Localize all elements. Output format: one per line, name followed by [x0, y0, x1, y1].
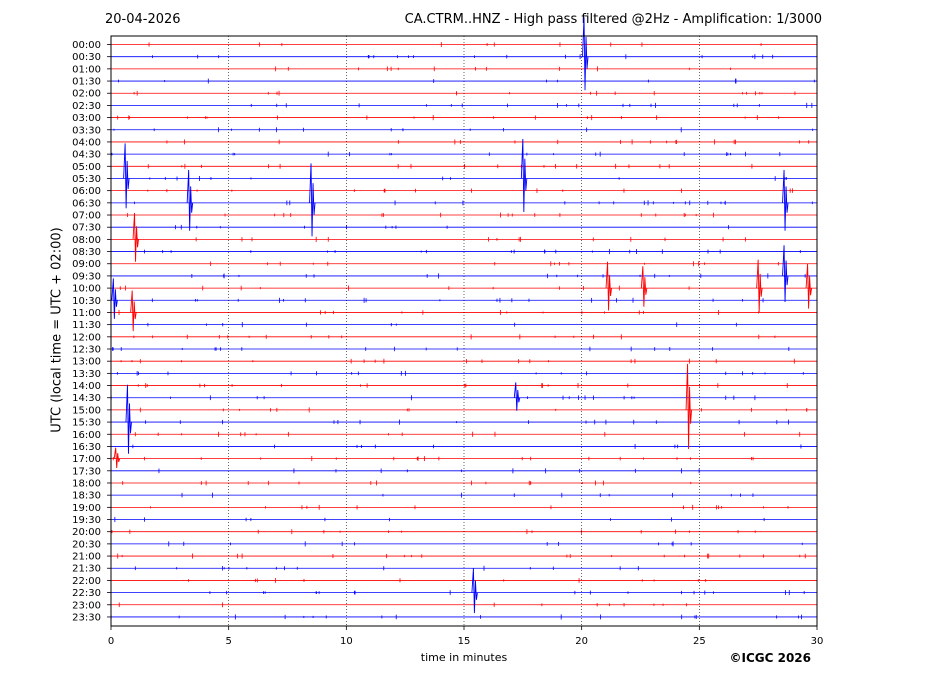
y-tick-label: 04:30 — [72, 150, 101, 161]
y-tick-label: 05:00 — [72, 162, 101, 173]
y-tick-label: 06:00 — [72, 186, 101, 197]
event-spike — [111, 278, 118, 319]
y-tick-label: 20:00 — [72, 527, 101, 538]
y-tick-label: 16:30 — [72, 442, 101, 453]
event-spike — [582, 17, 589, 91]
x-tick-label: 30 — [811, 636, 824, 647]
chart-date: 20-04-2026 — [105, 12, 181, 27]
x-tick-label: 15 — [458, 636, 471, 647]
y-tick-label: 14:00 — [72, 381, 101, 392]
y-tick-label: 12:30 — [72, 345, 101, 356]
y-tick-label: 00:00 — [72, 40, 101, 51]
x-tick-label: 10 — [340, 636, 353, 647]
y-tick-label: 19:00 — [72, 503, 101, 514]
y-tick-label: 04:00 — [72, 137, 101, 148]
y-tick-label: 11:30 — [72, 320, 101, 331]
event-spike — [756, 259, 763, 313]
x-axis-label: time in minutes — [420, 651, 508, 664]
vertical-grid — [228, 36, 700, 626]
event-spike — [186, 169, 194, 231]
y-tick-label: 02:00 — [72, 89, 101, 100]
y-tick-label: 00:30 — [72, 52, 101, 63]
y-axis-label: UTC (local time = UTC + 02:00) — [49, 227, 65, 433]
event-spike — [309, 163, 316, 237]
y-tick-label: 10:00 — [72, 284, 101, 295]
x-tick-labels: 0 5 10 15 20 25 30 — [108, 626, 824, 647]
y-tick-label: 08:30 — [72, 247, 101, 258]
y-tick-label: 15:00 — [72, 405, 101, 416]
event-spike — [685, 363, 693, 450]
event-spike — [782, 169, 789, 231]
y-tick-label: 17:30 — [72, 466, 101, 477]
event-spike — [520, 138, 528, 213]
y-tick-label: 19:30 — [72, 515, 101, 526]
event-spike — [132, 213, 139, 262]
event-spike — [513, 382, 521, 411]
event-spike — [125, 384, 132, 454]
y-tick-label: 13:30 — [72, 369, 101, 380]
y-tick-label: 10:30 — [72, 296, 101, 307]
y-tick-label: 20:30 — [72, 539, 101, 550]
x-tick-label: 5 — [225, 636, 231, 647]
y-tick-label: 13:00 — [72, 357, 101, 368]
x-tick-label: 20 — [575, 636, 588, 647]
y-tick-label: 21:00 — [72, 552, 101, 563]
y-tick-label: 15:30 — [72, 418, 101, 429]
y-tick-label: 01:30 — [72, 77, 101, 88]
y-tick-label: 07:00 — [72, 211, 101, 222]
y-tick-label: 09:30 — [72, 271, 101, 282]
event-spike — [123, 143, 130, 209]
x-tick-label: 0 — [108, 636, 114, 647]
y-tick-label: 21:30 — [72, 564, 101, 575]
y-tick-label: 06:30 — [72, 198, 101, 209]
event-spike — [113, 447, 121, 468]
event-spike — [640, 266, 648, 307]
y-tick-label: 03:30 — [72, 125, 101, 136]
y-tick-label: 01:00 — [72, 64, 101, 75]
y-tick-label: 08:00 — [72, 235, 101, 246]
y-tick-label: 05:30 — [72, 174, 101, 185]
x-tick-label: 25 — [693, 636, 706, 647]
y-tick-label: 17:00 — [72, 454, 101, 465]
y-tick-label: 22:30 — [72, 588, 101, 599]
y-tick-label: 14:30 — [72, 393, 101, 404]
y-tick-label: 23:00 — [72, 600, 101, 611]
y-tick-label: 22:00 — [72, 576, 101, 587]
y-tick-label: 16:00 — [72, 430, 101, 441]
event-spike — [805, 263, 813, 309]
y-tick-label: 18:00 — [72, 478, 101, 489]
event-spike — [605, 261, 612, 311]
y-tick-label: 07:30 — [72, 223, 101, 234]
y-tick-label: 12:00 — [72, 332, 101, 343]
y-tick-label: 23:30 — [72, 612, 101, 623]
event-spike — [471, 568, 478, 614]
y-tick-label: 03:00 — [72, 113, 101, 124]
y-tick-label: 09:00 — [72, 259, 101, 270]
event-spike — [782, 245, 789, 303]
y-tick-label: 02:30 — [72, 101, 101, 112]
y-tick-label: 11:00 — [72, 308, 101, 319]
chart-title: CA.CTRM..HNZ - High pass filtered @2Hz -… — [404, 12, 822, 27]
copyright-text: ©ICGC 2026 — [729, 651, 811, 665]
event-spike — [130, 290, 137, 332]
y-tick-label: 18:30 — [72, 491, 101, 502]
plot-frame — [110, 35, 818, 627]
